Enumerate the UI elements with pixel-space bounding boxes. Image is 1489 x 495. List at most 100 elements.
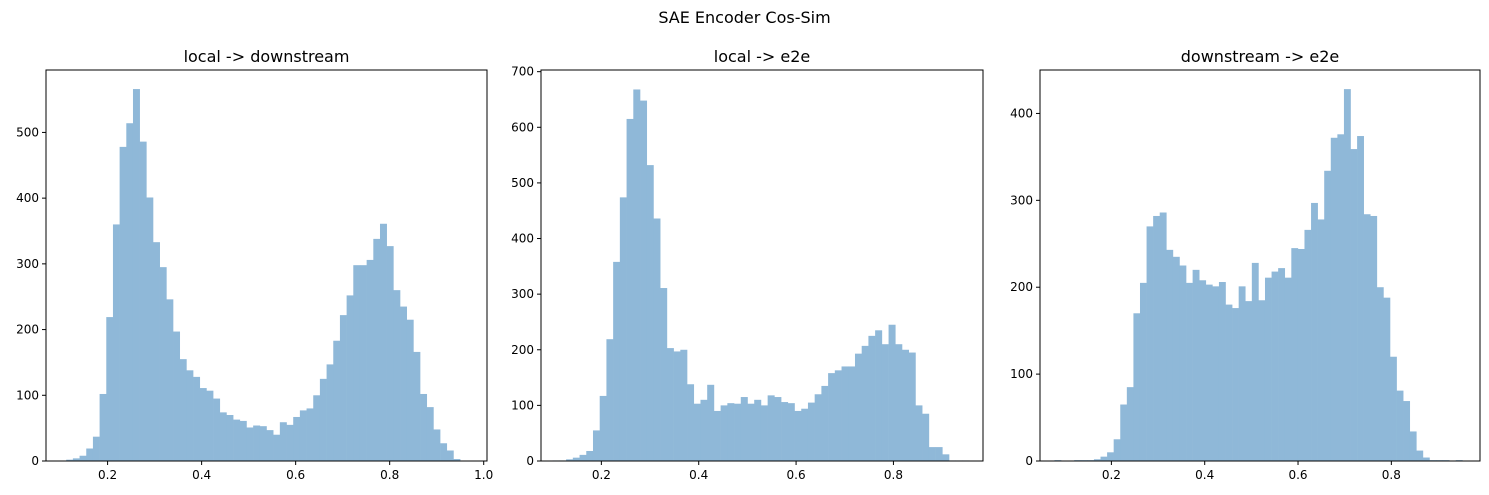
y-tick-label: 100 [511, 398, 534, 412]
histogram-bar [807, 402, 815, 461]
histogram-bar [146, 197, 154, 461]
histogram-bar [1258, 300, 1266, 461]
x-tick-label: 0.4 [192, 468, 211, 482]
histogram-bar [781, 402, 789, 461]
histogram-bar [293, 416, 301, 461]
histogram-bar [386, 246, 394, 461]
histogram-bar [854, 353, 862, 461]
histogram-bar [673, 351, 681, 461]
x-tick-label: 0.6 [787, 468, 806, 482]
axes-frame [540, 69, 984, 462]
histogram-bar [774, 397, 782, 461]
histogram-bar [153, 242, 160, 461]
histogram-bar [1409, 431, 1417, 461]
histogram-bar [66, 459, 74, 461]
histogram-bar [834, 370, 842, 461]
histogram-bar [915, 405, 923, 461]
histogram-bar [273, 434, 281, 461]
histogram-bar [379, 223, 387, 461]
y-tick-label: 600 [511, 120, 534, 134]
histogram-bar [1159, 212, 1167, 461]
x-tick-label: 0.6 [1288, 468, 1307, 482]
histogram-bar [666, 348, 674, 461]
histogram-bar [339, 315, 347, 461]
histogram-bar [333, 340, 341, 461]
histogram-bar [720, 405, 728, 461]
histogram-bar [1403, 401, 1411, 461]
x-tick-label: 0.2 [592, 468, 611, 482]
histogram-bar [219, 412, 227, 461]
histogram-bar [393, 290, 401, 461]
histogram-bar [186, 370, 194, 461]
x-tick-label: 0.8 [380, 468, 399, 482]
histogram-bar [861, 345, 869, 461]
histogram-bar [754, 399, 762, 461]
histogram-bar [1146, 226, 1154, 461]
histogram-bar [1376, 287, 1384, 461]
histogram-bar [1172, 256, 1180, 461]
histogram-bar [901, 349, 910, 461]
histogram-bar [572, 457, 580, 461]
histogram-bar [420, 393, 428, 461]
histogram-bar [179, 359, 187, 461]
histogram-bar [1199, 280, 1207, 461]
histogram-bar [1238, 286, 1246, 461]
histogram-bar [1357, 136, 1364, 461]
histogram-bar [1166, 249, 1174, 461]
histogram-bar [942, 454, 950, 461]
histogram-bar [1133, 313, 1141, 461]
histogram-bar [868, 335, 876, 461]
histogram-bar [1337, 134, 1345, 461]
histogram-bar [306, 408, 314, 461]
y-tick-label: 700 [511, 65, 534, 79]
histogram-bar [888, 324, 896, 461]
histogram-bar [586, 450, 594, 461]
histogram-bar [286, 424, 294, 461]
histogram-bar [1251, 262, 1259, 461]
histogram-bar [566, 459, 574, 461]
histogram-bar [1126, 387, 1134, 461]
histogram-bar [199, 388, 207, 461]
subplot-title: downstream -> e2e [1181, 47, 1339, 66]
histogram-bar [139, 141, 147, 461]
histogram-bar [1245, 301, 1253, 461]
histogram-bar [206, 390, 214, 461]
y-tick-label: 100 [1010, 367, 1033, 381]
y-tick-label: 300 [511, 287, 534, 301]
histogram-bar [1324, 170, 1332, 461]
histogram-bar [1284, 277, 1292, 461]
histogram-bar [653, 218, 661, 461]
histogram-bar [1205, 284, 1213, 461]
histogram-bar [1389, 356, 1397, 461]
histogram-bar [319, 378, 327, 461]
histogram-bar [707, 384, 715, 461]
histogram-bar [79, 455, 87, 461]
histogram-bar [193, 376, 201, 461]
histogram-bar [801, 408, 809, 461]
histogram-bar [922, 413, 930, 461]
y-tick-label: 400 [16, 191, 39, 205]
x-tick-label: 1.0 [474, 468, 493, 482]
histogram-bar [1317, 219, 1325, 461]
histogram-bar [1363, 214, 1371, 461]
histogram-bar [279, 422, 287, 461]
histogram-bar [693, 403, 701, 461]
histogram-bar [713, 410, 721, 461]
chart-panel-3: downstream -> e2e 0.2 0.4 0.6 0.8 0 100 200 300 4… [1010, 47, 1481, 482]
histogram-bar [253, 425, 261, 461]
histogram-bar [599, 395, 607, 461]
histogram-bar [446, 450, 454, 461]
histogram-bar [760, 405, 768, 461]
histogram-bar [246, 427, 254, 461]
histogram-bar [233, 419, 241, 461]
histogram-bar [747, 403, 755, 461]
histogram-bar [1192, 269, 1200, 461]
subplot-title: local -> e2e [714, 47, 811, 66]
histogram-bar [173, 331, 181, 461]
histogram-bar [1113, 439, 1121, 461]
histogram-bar [821, 385, 829, 461]
histogram-bar [1100, 456, 1108, 461]
histogram-bar [619, 197, 627, 461]
histogram-bar [99, 393, 107, 461]
histogram-bar [86, 448, 94, 461]
